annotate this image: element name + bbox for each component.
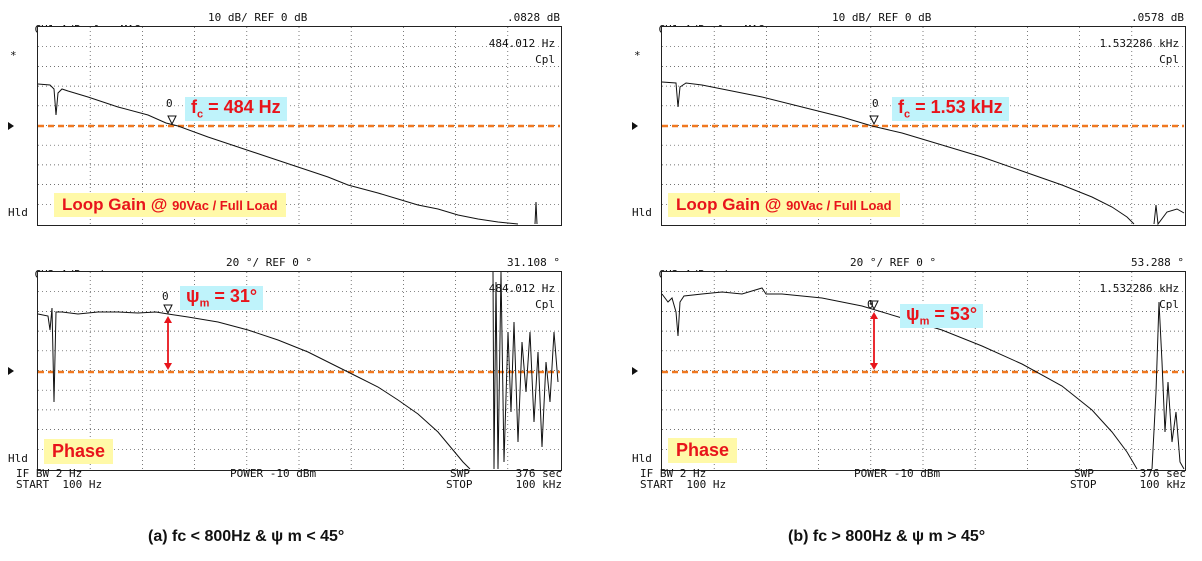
marker-frequency: 1.532286 kHz: [1099, 37, 1179, 50]
phase-header-scale: 20 °/ REF 0 °: [850, 256, 937, 269]
reference-pointer-icon: [8, 367, 14, 375]
marker-triangle-icon: [869, 300, 879, 311]
trace-line: [37, 83, 519, 225]
coupling-label: Cpl: [535, 53, 555, 66]
gain-header-scale: 10 dB/ REF 0 dB: [832, 11, 932, 24]
reference-pointer-icon: [632, 122, 638, 130]
marker-triangle-icon: [163, 304, 173, 315]
marker-number: 0: [166, 97, 173, 110]
marker-number: 0: [867, 298, 874, 311]
star-icon: *: [10, 49, 17, 62]
marker-number: 0: [162, 290, 169, 303]
power-label: POWER -10 dBm: [854, 467, 941, 480]
caption-b: (b) fc > 800Hz & ψ m > 45°: [788, 528, 986, 545]
power-label: POWER -10 dBm: [230, 467, 317, 480]
marker-number: 0: [872, 97, 879, 110]
gain-header-value: .0828 dB: [507, 11, 560, 24]
gain-header-value: .0578 dB: [1131, 11, 1184, 24]
phase-label: Phase: [44, 439, 114, 464]
crossover-callout: fc = 1.53 kHz: [892, 97, 1009, 121]
swp-label: SWP: [1074, 467, 1094, 480]
loop-gain-label: Loop Gain @ 90Vac / Full Load: [54, 193, 286, 217]
stop-label: STOP: [446, 478, 473, 491]
gain-header-scale: 10 dB/ REF 0 dB: [208, 11, 308, 24]
gain-svg: [37, 27, 560, 225]
start-label: START 100 Hz: [16, 478, 103, 491]
ifbw-label: IF BW 2 Hz: [16, 467, 83, 480]
ifbw-label: IF BW 2 Hz: [640, 467, 707, 480]
start-label: START 100 Hz: [640, 478, 727, 491]
phase-header-value: 31.108 °: [507, 256, 560, 269]
arrow-head-icon: [870, 312, 878, 319]
trace-spike: [534, 201, 538, 225]
coupling-label: Cpl: [1159, 298, 1179, 311]
arrow-head-icon: [164, 363, 172, 370]
arrow-head-icon: [164, 316, 172, 323]
phase-margin-callout: ψm = 53°: [900, 304, 984, 328]
gain-plot: 1.532286 kHz Cpl 0 fc = 1.53 kHz Loop Ga…: [661, 26, 1186, 226]
reference-pointer-icon: [632, 367, 638, 375]
phase-plot: 1.532286 kHz Cpl 0 ψm = 53° Phase: [661, 271, 1186, 471]
coupling-label: Cpl: [535, 298, 555, 311]
stop-value: 100 kHz: [515, 478, 562, 491]
gain-plot: 484.012 Hz Cpl 0 fc = 484 Hz Loop Gain @…: [37, 26, 562, 226]
marker-frequency: 484.012 Hz: [488, 37, 555, 50]
caption-a: (a) fc < 800Hz & ψ m < 45°: [148, 528, 345, 545]
phase-label: Phase: [668, 438, 738, 463]
panel-a: CH1 A/R log MAG 10 dB/ REF 0 dB .0828 dB…: [8, 0, 568, 520]
marker-triangle-icon: [869, 115, 879, 126]
swp-value: 376 sec: [1139, 467, 1186, 480]
swp-value: 376 sec: [515, 467, 562, 480]
hold-label: Hld: [8, 452, 28, 465]
trace-line: [661, 81, 1135, 225]
stop-label: STOP: [1070, 478, 1097, 491]
trace-line: [492, 271, 559, 470]
phase-margin-callout: ψm = 31°: [180, 286, 264, 310]
phase-header-scale: 20 °/ REF 0 °: [226, 256, 313, 269]
marker-triangle-icon: [167, 115, 177, 126]
stop-value: 100 kHz: [1139, 478, 1186, 491]
loop-gain-label: Loop Gain @ 90Vac / Full Load: [668, 193, 900, 217]
gain-svg: [661, 27, 1185, 226]
trace-spike: [1153, 204, 1185, 226]
hold-label: Hld: [632, 206, 652, 219]
crossover-callout: fc = 484 Hz: [185, 97, 287, 121]
trace-line: [1151, 301, 1185, 470]
trace-line: [37, 307, 471, 470]
phase-plot: 484.012 Hz Cpl 0 ψm = 31° Phase: [37, 271, 562, 471]
coupling-label: Cpl: [1159, 53, 1179, 66]
swp-label: SWP: [450, 467, 470, 480]
phase-header-value: 53.288 °: [1131, 256, 1184, 269]
reference-pointer-icon: [8, 122, 14, 130]
marker-frequency: 484.012 Hz: [488, 282, 555, 295]
marker-frequency: 1.532286 kHz: [1099, 282, 1179, 295]
arrow-head-icon: [870, 363, 878, 370]
panel-b: CH1 A/R log MAG 10 dB/ REF 0 dB .0578 dB…: [632, 0, 1192, 520]
phase-svg: [661, 272, 1185, 470]
hold-label: Hld: [632, 452, 652, 465]
trace-line: [661, 287, 1138, 470]
star-icon: *: [634, 49, 641, 62]
phase-svg: [37, 271, 560, 470]
hold-label: Hld: [8, 206, 28, 219]
